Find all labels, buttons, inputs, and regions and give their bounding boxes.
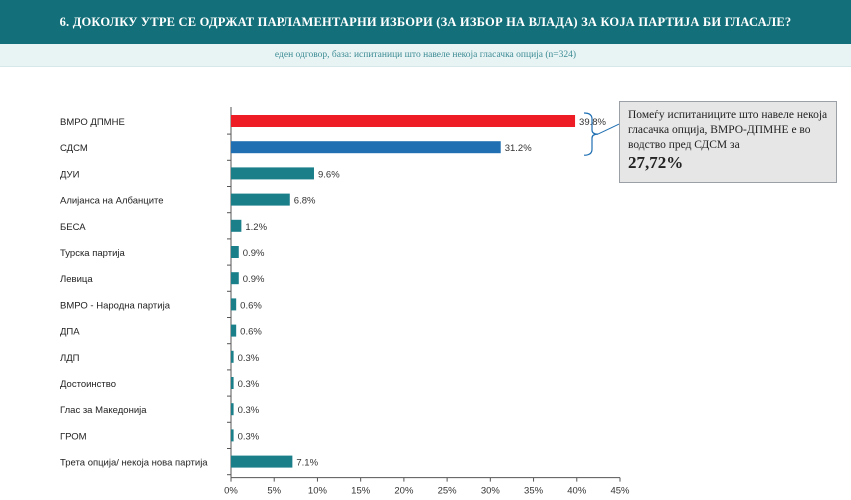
category-label: ГРОМ [60, 431, 87, 442]
bar [231, 115, 576, 127]
category-label: ДПА [60, 327, 80, 338]
category-label: Алијанса на Албанците [60, 196, 164, 207]
category-label: Трета опција/ некоја нова партија [60, 458, 208, 469]
value-label: 0.9% [243, 248, 265, 259]
value-label: 6.8% [294, 196, 316, 207]
value-label: 0.9% [243, 274, 265, 285]
x-tick-label: 25% [438, 486, 458, 497]
category-label: Турска партија [60, 248, 126, 259]
x-tick-label: 45% [610, 486, 630, 497]
x-tick-label: 0% [224, 486, 238, 497]
value-label: 0.6% [240, 327, 262, 338]
chart-subtitle: еден одговор, база: испитаници што навел… [274, 50, 577, 60]
bar [231, 246, 239, 258]
category-label: ВМРО ДПМНЕ [60, 117, 125, 128]
category-label: БЕСА [60, 222, 86, 233]
category-label: ЛДП [60, 353, 80, 364]
bar [231, 193, 290, 206]
x-tick-label: 20% [394, 486, 414, 497]
category-label: Глас за Македонија [60, 405, 147, 416]
x-tick-label: 5% [267, 486, 281, 497]
bar [231, 298, 237, 311]
x-tick-label: 10% [308, 486, 328, 497]
callout-connector [597, 123, 620, 135]
bar [231, 429, 234, 442]
callout-box: Помеѓу испитаниците што навеле некоја гл… [619, 101, 837, 183]
chart-header: 6. ДОКОЛКУ УТРЕ СЕ ОДРЖАТ ПАРЛАМЕНТАРНИ … [0, 0, 851, 44]
bar [231, 377, 234, 389]
bar [231, 272, 239, 285]
x-tick-label: 40% [567, 486, 587, 497]
callout-text: Помеѓу испитаниците што навеле некоја гл… [628, 109, 828, 151]
category-label: ДУИ [60, 169, 80, 180]
bar [231, 324, 237, 337]
bar [231, 403, 234, 416]
chart-title: 6. ДОКОЛКУ УТРЕ СЕ ОДРЖАТ ПАРЛАМЕНТАРНИ … [59, 14, 792, 29]
value-label: 0.6% [240, 300, 262, 311]
value-label: 0.3% [238, 379, 260, 390]
value-label: 31.2% [505, 143, 532, 154]
callout-value: 27,72% [628, 153, 684, 172]
bar [231, 350, 234, 363]
value-label: 9.6% [318, 169, 340, 180]
value-label: 39.8% [579, 117, 606, 128]
category-label: СДСМ [60, 143, 88, 154]
bar [231, 167, 314, 180]
x-tick-label: 15% [351, 486, 371, 497]
value-label: 7.1% [296, 458, 318, 469]
x-tick-label: 30% [481, 486, 501, 497]
value-label: 0.3% [238, 405, 260, 416]
value-label: 0.3% [238, 353, 260, 364]
category-label: Достоинство [60, 379, 116, 390]
chart-subheader: еден одговор, база: испитаници што навел… [0, 44, 851, 67]
category-label: ВМРО - Народна партија [60, 300, 171, 311]
bar [231, 219, 242, 232]
bar [231, 141, 501, 154]
category-label: Левица [60, 274, 93, 285]
value-label: 1.2% [245, 222, 267, 233]
bar [231, 455, 293, 468]
x-tick-label: 35% [524, 486, 544, 497]
value-label: 0.3% [238, 431, 260, 442]
